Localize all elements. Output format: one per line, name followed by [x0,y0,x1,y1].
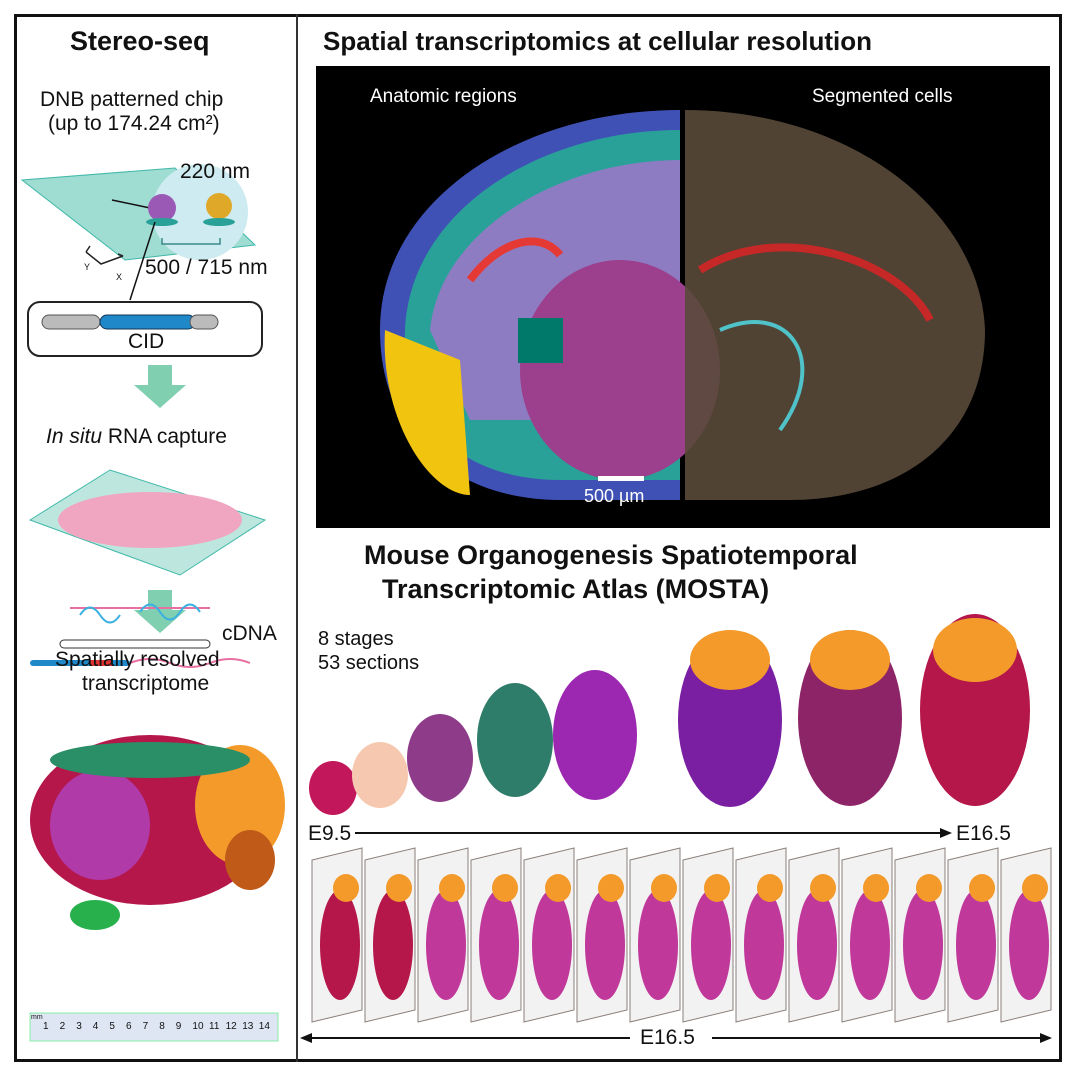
axis-x-label: X [116,272,123,282]
dnb-orange [206,193,232,219]
dnb-zoom-circle [152,164,248,260]
section-embryo-head [439,874,465,902]
section-embryo-head [704,874,730,902]
result-line2: transcriptome [82,672,210,695]
rna-capture-illustration [28,469,267,668]
panel-divider [296,14,298,1062]
brain-anatomic-regions [380,110,720,500]
section-embryo-head [333,874,359,902]
section-embryo [1009,890,1049,1000]
mosta-title-line2: Transcriptomic Atlas (MOSTA) [382,574,770,604]
section-embryo [585,890,625,1000]
mosta-title-line1: Mouse Organogenesis Spatiotemporal [364,540,858,570]
scale-bar-label: 500 µm [584,486,645,506]
section-embryo [691,890,731,1000]
stereo-seq-title: Stereo-seq [70,26,210,56]
dnb-size: 220 nm [180,160,251,183]
section-embryo [320,890,360,1000]
brain-segmented-cells [685,110,985,500]
ruler [29,1012,279,1042]
section-embryo [479,890,519,1000]
sections-count: 53 sections [318,652,420,674]
section-embryo-head [757,874,783,902]
timeline-start: E9.5 [308,822,352,845]
ruler-tick-label: 12 [225,1021,237,1032]
ruler-tick-label: 3 [76,1021,82,1032]
ruler-tick-label: 5 [109,1021,115,1032]
ruler-tick-label: 8 [159,1021,165,1032]
brain-panel-title: Spatial transcriptomics at cellular reso… [323,26,873,56]
ruler-tick-label: 7 [142,1021,149,1032]
result-line1: Spatially resolved [55,648,220,671]
section-embryo-head [969,874,995,902]
ruler-tick-label: 6 [126,1021,132,1032]
section-embryo-head [651,874,677,902]
cdna-label: cDNA [222,622,277,645]
section-embryo [797,890,837,1000]
section-embryo-head [386,874,412,902]
down-arrow-icon [134,365,186,408]
section-embryo-head [1022,874,1048,902]
ruler-tick-label: 2 [59,1021,66,1032]
segmented-cells-label: Segmented cells [812,86,953,107]
sections-stage: E16.5 [640,1026,695,1049]
capture-rest: RNA capture [102,425,227,448]
section-embryo-head [545,874,571,902]
ruler-tick-label: 4 [92,1021,99,1032]
ruler-unit: mm [31,1014,43,1021]
axis-y-label: Y [84,262,91,272]
stage-embryos [309,614,1030,815]
cid-construct [27,301,263,357]
stages-count: 8 stages [318,628,394,650]
section-embryo [744,890,784,1000]
section-embryo [532,890,572,1000]
anatomic-regions-label: Anatomic regions [370,86,517,107]
section-embryo [903,890,943,1000]
section-embryo-head [492,874,518,902]
section-embryo [638,890,678,1000]
section-embryo-head [863,874,889,902]
chip-area: (up to 174.24 cm²) [48,112,220,135]
pitch-label: 500 / 715 nm [145,256,268,279]
section-embryo-head [916,874,942,902]
ruler-tick-label: 1 [43,1021,49,1032]
section-embryo [373,890,413,1000]
timeline-end: E16.5 [956,822,1011,845]
dnb-chip-illustration [20,164,257,301]
outer-frame [14,14,1062,1062]
serial-sections [311,847,1052,1023]
ruler-tick-label: 14 [258,1021,270,1032]
ruler-tick-label: 9 [175,1021,182,1032]
capture-label: In situ RNA capture [46,425,227,449]
scale-bar [598,476,644,481]
section-embryo [956,890,996,1000]
cid-label: CID [128,330,165,353]
section-embryo-head [810,874,836,902]
dnb-purple [148,194,176,222]
capture-italic: In situ [46,425,103,448]
ruler-tick-label: 13 [242,1021,254,1032]
section-embryo [426,890,466,1000]
embryo-transcriptome-map [30,735,285,930]
section-embryo-head [598,874,624,902]
chip-label: DNB patterned chip [40,88,224,111]
ruler-tick-label: 11 [209,1021,220,1032]
axes-icon [85,245,124,265]
ruler-tick-label: 10 [192,1021,204,1032]
section-embryo [850,890,890,1000]
